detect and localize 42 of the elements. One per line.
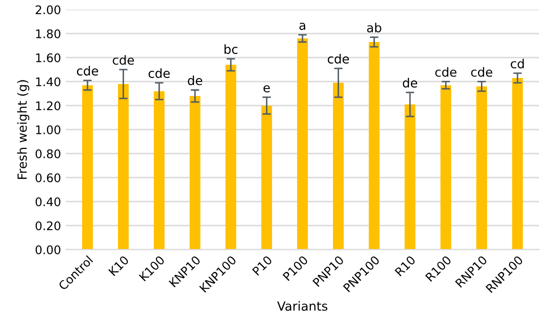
y-tick-label: 1.00 — [36, 125, 60, 134]
bar — [297, 38, 308, 250]
data-label: e — [264, 85, 270, 92]
bar — [476, 86, 488, 250]
y-tick-label: 1.60 — [36, 53, 60, 62]
y-tick-label: 2.00 — [36, 5, 60, 14]
data-label: cde — [76, 66, 98, 76]
y-tick-label: 0.20 — [36, 221, 60, 230]
y-tick-label: 0.60 — [36, 173, 60, 182]
bar — [82, 85, 93, 250]
y-tick-label: 0.80 — [36, 149, 60, 158]
data-label: cde — [148, 68, 170, 78]
data-label: cde — [112, 55, 134, 65]
bar — [404, 104, 416, 250]
data-label: ab — [367, 22, 382, 32]
y-tick-label: 1.40 — [36, 77, 60, 86]
bar — [332, 82, 344, 250]
data-label: de — [402, 78, 418, 88]
bar — [368, 42, 380, 250]
bar — [154, 91, 165, 250]
y-tick-label: 0.00 — [36, 245, 60, 254]
data-label: cd — [510, 58, 524, 68]
data-label: a — [299, 22, 306, 30]
bar — [512, 78, 523, 250]
y-tick-label: 0.40 — [36, 197, 60, 206]
x-tick-label: P10 — [252, 255, 273, 276]
bar — [261, 106, 272, 250]
y-tick-label: 1.80 — [36, 29, 60, 38]
bar — [118, 84, 129, 250]
y-axis-title: Fresh weight (g) — [17, 80, 30, 179]
data-label: cde — [435, 67, 456, 77]
x-tick-label: K10 — [108, 255, 130, 276]
data-label: bc — [224, 44, 238, 54]
data-label: cde — [328, 54, 349, 64]
data-label: cde — [471, 67, 492, 77]
data-label: de — [188, 76, 202, 86]
bar — [190, 96, 200, 250]
bar — [225, 64, 236, 250]
x-tick-label: R10 — [394, 255, 416, 277]
x-axis-title: Variants — [277, 301, 328, 311]
y-tick-label: 1.20 — [36, 101, 60, 110]
bar — [440, 85, 452, 250]
